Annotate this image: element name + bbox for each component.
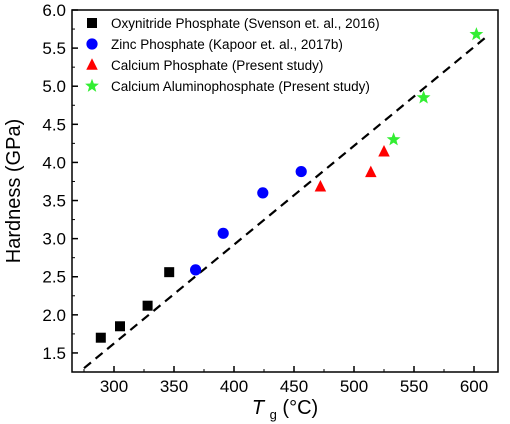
legend-label: Zinc Phosphate (Kapoor et. al., 2017b) [111,37,343,52]
x-tick-label: 500 [340,377,368,396]
data-point-circle [190,264,202,276]
x-tick-label: 300 [100,377,128,396]
x-tick-label: 400 [220,377,248,396]
data-point-square [115,321,125,332]
data-point-square [164,267,175,278]
y-tick-label: 6.0 [42,1,66,20]
legend-label: Calcium Aluminophosphate (Present study) [111,79,370,94]
y-tick-label: 4.0 [42,153,66,172]
y-tick-label: 2.5 [42,268,66,287]
data-point-triangle [314,180,327,192]
fit-line [83,34,490,370]
legend-marker-triangle [86,58,98,70]
x-axis: 300 350 400 450 500 550 600 [83,366,488,396]
x-axis-title: T g (°C) [252,397,318,424]
x-axis-title-subscript: g [270,407,277,422]
data-point-star [416,90,431,104]
fit-line-layer [83,34,490,370]
y-tick-label: 1.5 [42,344,66,363]
x-axis-title-main: T [252,397,266,419]
y-tick-label: 2.0 [42,306,66,325]
y-tick-label: 5.5 [42,39,66,58]
x-tick-label: 600 [460,377,488,396]
data-point-star [386,132,401,146]
y-tick-label: 3.5 [42,192,66,211]
legend-label: Oxynitride Phosphate (Svenson et. al., 2… [111,16,380,31]
data-point-square [95,332,106,343]
y-tick-label: 4.5 [42,115,66,134]
legend-marker-star [85,78,99,92]
x-tick-label: 550 [400,377,428,396]
legend-marker-circle [86,38,98,50]
x-axis-title-unit: (°C) [282,397,318,419]
legend-label: Calcium Phosphate (Present study) [111,58,323,73]
data-point-circle [257,187,269,199]
data-point-circle [217,227,229,239]
y-axis-title: Hardness (GPa) [3,119,25,264]
x-tick-label: 350 [160,377,188,396]
data-point-triangle [365,165,377,178]
x-tick-label: 450 [280,377,308,396]
data-point-square [142,300,153,311]
y-tick-label: 3.0 [42,230,66,249]
legend-marker-square [87,18,97,28]
y-axis: 1.5 2.0 2.5 3.0 3.5 4.0 4.5 5.0 5.5 6.0 [42,1,78,373]
y-tick-label: 5.0 [42,77,66,96]
legend: Oxynitride Phosphate (Svenson et. al., 2… [85,16,380,94]
data-points-layer [95,27,484,343]
plot-area: 300 350 400 450 500 550 600 1.5 2.0 2.5 3.0 3.5 4.0… [42,1,499,396]
data-point-circle [295,165,307,178]
plot-frame [71,9,499,373]
data-point-star [469,27,484,41]
data-point-triangle [378,145,390,157]
